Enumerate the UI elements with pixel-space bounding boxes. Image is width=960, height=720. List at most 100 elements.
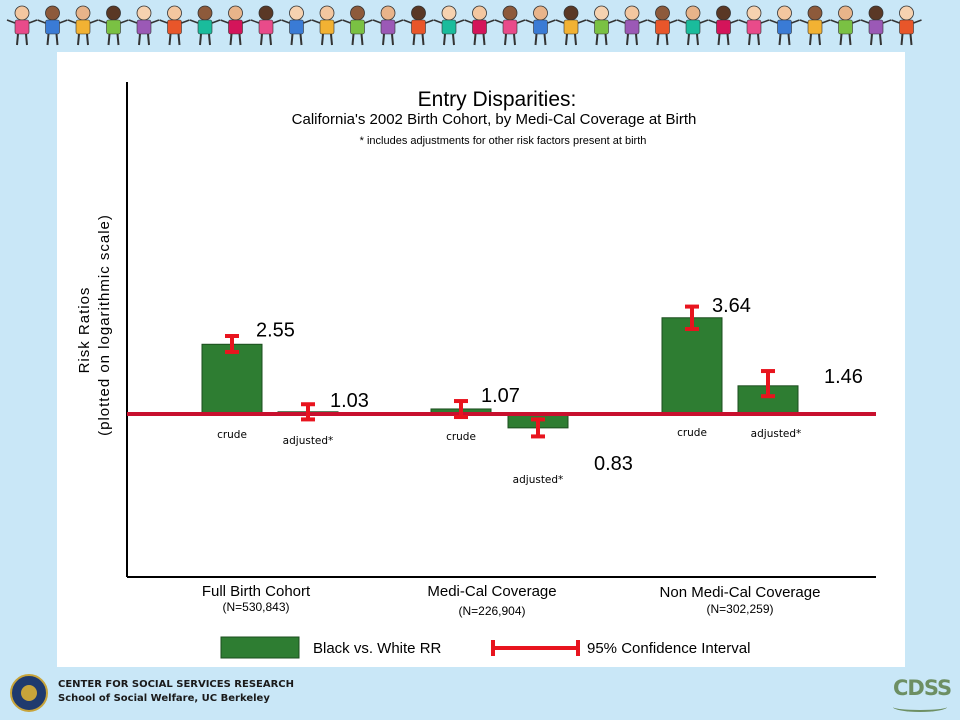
child-leg-right	[909, 33, 913, 46]
banner-child-9	[281, 5, 312, 46]
org-name: CENTER FOR SOCIAL SERVICES RESEARCH	[58, 679, 295, 690]
child-body	[197, 19, 213, 35]
banner-child-20	[616, 5, 648, 46]
children-banner-illustration	[6, 5, 922, 46]
child-leg-left	[900, 33, 904, 46]
child-arm-left	[494, 19, 504, 24]
org-school: School of Social Welfare, UC Berkeley	[58, 693, 270, 704]
child-arm-right	[608, 19, 617, 24]
child-leg-left	[534, 33, 538, 46]
legend-bar-label: Black vs. White RR	[313, 640, 442, 657]
banner-child-27	[830, 5, 861, 46]
child-arm-right	[913, 19, 922, 24]
child-arm-right	[455, 19, 465, 24]
child-body	[807, 19, 823, 35]
child-arm-left	[647, 19, 656, 24]
child-body	[228, 19, 243, 35]
child-arm-left	[6, 19, 16, 24]
child-arm-left	[830, 19, 839, 24]
child-arm-right	[791, 19, 800, 24]
child-leg-right	[696, 33, 699, 46]
child-arm-right	[150, 19, 160, 24]
bar-2-0	[661, 317, 723, 415]
child-arm-left	[433, 19, 443, 24]
child-leg-right	[574, 33, 577, 46]
banner-child-22	[677, 5, 709, 46]
child-body	[136, 19, 152, 35]
child-leg-right	[482, 33, 486, 46]
child-arm-right	[120, 19, 129, 24]
child-body	[502, 19, 518, 35]
child-leg-right	[848, 33, 852, 46]
child-body	[380, 19, 396, 35]
child-leg-right	[391, 33, 394, 46]
child-arm-left	[128, 19, 138, 24]
child-arm-left	[220, 19, 229, 24]
legend: Black vs. White RR 95% Confidence Interva…	[220, 636, 750, 659]
banner-child-17	[525, 5, 556, 46]
child-leg-left	[870, 33, 873, 46]
child-arm-left	[769, 19, 778, 24]
child-leg-right	[208, 33, 211, 46]
child-leg-right	[421, 33, 425, 46]
child-arm-left	[159, 19, 168, 24]
banner-child-23	[708, 5, 739, 46]
child-arm-left	[37, 19, 46, 24]
value-label-1-1: 0.83	[594, 453, 633, 475]
child-leg-left	[290, 33, 294, 46]
category-label-1-1: adjusted*	[513, 474, 564, 486]
child-arm-left	[891, 19, 900, 24]
child-arm-right	[242, 19, 251, 24]
child-leg-right	[147, 33, 150, 46]
category-label-0-0: crude	[217, 429, 247, 441]
banner-child-24	[738, 5, 770, 46]
value-label-1-0: 1.07	[481, 385, 520, 407]
banner-child-11	[342, 5, 373, 46]
child-body	[258, 19, 274, 35]
child-leg-left	[748, 33, 751, 46]
child-body	[45, 19, 60, 35]
banner-child-1	[37, 5, 68, 46]
child-body	[624, 19, 640, 35]
child-arm-left	[677, 19, 687, 24]
university-seal-icon	[10, 674, 48, 712]
child-leg-left	[16, 33, 19, 46]
child-body	[777, 19, 792, 35]
child-arm-left	[586, 19, 595, 24]
child-body	[411, 19, 426, 35]
child-leg-left	[199, 33, 202, 46]
child-arm-right	[882, 19, 892, 24]
banner-child-21	[647, 5, 678, 46]
child-leg-left	[260, 33, 263, 46]
group-n-label-1: (N=226,904)	[458, 604, 525, 618]
child-leg-left	[321, 33, 324, 46]
category-label-0-1: adjusted*	[283, 435, 334, 447]
banner-child-19	[586, 5, 617, 46]
child-body	[655, 19, 670, 35]
child-leg-right	[177, 33, 181, 46]
child-arm-left	[799, 19, 809, 24]
child-body	[716, 19, 731, 35]
value-label-2-0: 3.64	[712, 295, 751, 317]
child-arm-right	[638, 19, 648, 24]
child-arm-left	[311, 19, 321, 24]
child-leg-right	[543, 33, 547, 46]
child-body	[594, 19, 609, 35]
child-arm-right	[821, 19, 831, 24]
child-body	[563, 19, 579, 35]
group-n-label-2: (N=302,259)	[706, 602, 773, 616]
child-leg-left	[168, 33, 172, 46]
child-leg-left	[351, 33, 355, 46]
child-arm-left	[189, 19, 199, 24]
child-arm-left	[555, 19, 565, 24]
child-body	[14, 19, 30, 35]
banner-child-10	[311, 5, 343, 46]
value-label-0-0: 2.55	[256, 319, 295, 341]
child-arm-right	[425, 19, 434, 24]
child-arm-right	[516, 19, 526, 24]
child-leg-right	[665, 33, 669, 46]
child-leg-right	[818, 33, 821, 46]
child-leg-left	[595, 33, 599, 46]
